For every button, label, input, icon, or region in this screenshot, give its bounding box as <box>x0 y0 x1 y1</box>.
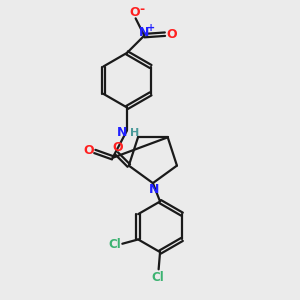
Text: O: O <box>166 28 177 41</box>
Text: +: + <box>146 22 154 33</box>
Text: N: N <box>139 26 149 39</box>
Text: Cl: Cl <box>152 271 164 284</box>
Text: O: O <box>113 141 124 154</box>
Text: N: N <box>117 126 127 139</box>
Text: Cl: Cl <box>108 238 121 251</box>
Text: -: - <box>140 3 145 16</box>
Text: H: H <box>130 128 140 138</box>
Text: N: N <box>149 183 160 196</box>
Text: O: O <box>129 5 140 19</box>
Text: O: O <box>84 143 94 157</box>
